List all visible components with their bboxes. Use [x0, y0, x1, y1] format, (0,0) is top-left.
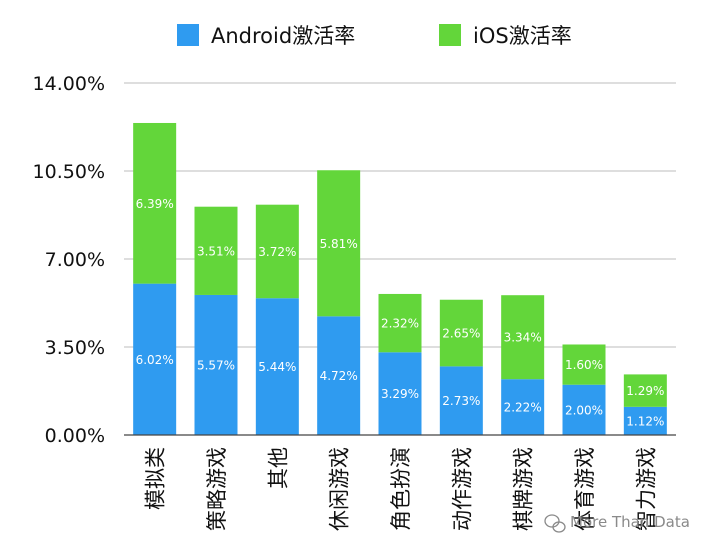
bar-android	[501, 379, 545, 435]
bars	[133, 122, 667, 435]
bar-android	[317, 316, 361, 435]
y-axis-tick-labels: 0.00% 3.50% 7.00% 10.50% 14.00%	[33, 73, 105, 447]
data-labels: 6.02% 6.39% 5.57% 3.51% 5.44% 3.72% 4.72% 5.81%…	[136, 197, 665, 429]
legend: Android激活率 iOS激活率	[177, 24, 572, 48]
data-label: 3.29%	[381, 387, 419, 401]
legend-label: iOS激活率	[473, 24, 572, 48]
legend-label: Android激活率	[211, 24, 355, 48]
category-label: 动作游戏	[450, 447, 474, 531]
legend-swatch-android	[177, 24, 199, 46]
bar-ios	[439, 299, 483, 367]
category-labels: 模拟类 策略游戏 其他 休闲游戏 角色扮演 动作游戏 棋牌游戏 体育游戏 智力游戏	[144, 447, 659, 531]
bar-android	[439, 366, 483, 435]
data-label: 2.22%	[504, 401, 542, 415]
category-label: 角色扮演	[389, 447, 413, 531]
bar-android	[194, 294, 238, 435]
data-label: 2.65%	[442, 327, 480, 341]
bar-android	[378, 352, 422, 435]
data-label: 1.60%	[565, 358, 603, 372]
y-tick-label: 7.00%	[45, 249, 105, 271]
bar-ios	[378, 293, 422, 353]
data-label: 2.32%	[381, 317, 419, 331]
bar-ios	[562, 344, 606, 385]
bar-android	[133, 283, 177, 435]
legend-swatch-ios	[439, 24, 461, 46]
watermark: More Than Data	[544, 513, 690, 533]
category-label: 策略游戏	[205, 447, 229, 531]
wechat-icon	[544, 514, 566, 533]
bar-ios	[133, 122, 177, 284]
category-label: 其他	[266, 447, 290, 489]
bar-android	[623, 406, 667, 435]
y-tick-label: 0.00%	[45, 425, 105, 447]
category-label: 棋牌游戏	[512, 447, 536, 531]
data-label: 6.02%	[136, 353, 174, 367]
y-tick-label: 3.50%	[45, 337, 105, 359]
category-label: 智力游戏	[634, 447, 658, 531]
bar-android	[255, 298, 299, 435]
bar-ios	[255, 204, 299, 299]
watermark-text: More Than Data	[570, 513, 690, 531]
bar-ios	[623, 374, 667, 407]
bar-android	[562, 384, 606, 435]
data-label: 3.51%	[197, 244, 235, 258]
data-label: 2.73%	[442, 394, 480, 408]
y-tick-label: 14.00%	[33, 73, 105, 95]
data-label: 1.12%	[626, 414, 664, 428]
category-label: 休闲游戏	[328, 447, 352, 531]
category-label: 模拟类	[144, 447, 168, 510]
bar-ios	[501, 295, 545, 380]
data-label: 3.34%	[504, 331, 542, 345]
data-label: 1.29%	[626, 384, 664, 398]
bar-ios	[194, 206, 238, 295]
data-label: 2.00%	[565, 403, 603, 417]
y-tick-label: 10.50%	[33, 161, 105, 183]
category-label: 体育游戏	[573, 447, 597, 531]
data-label: 5.44%	[258, 360, 296, 374]
data-label: 6.39%	[136, 197, 174, 211]
data-label: 5.81%	[320, 237, 358, 251]
data-label: 5.57%	[197, 358, 235, 372]
bar-ios	[317, 170, 361, 317]
data-label: 4.72%	[320, 369, 358, 383]
data-label: 3.72%	[258, 245, 296, 259]
